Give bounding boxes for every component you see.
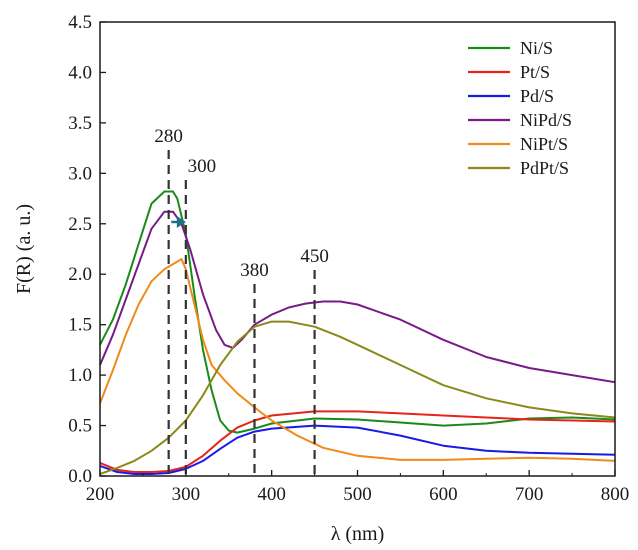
y-tick-label: 0.0: [68, 466, 92, 487]
x-tick-label: 600: [429, 484, 458, 505]
peak-marker-label: 280: [154, 126, 183, 147]
legend-entry-label: Pt/S: [520, 62, 550, 82]
x-tick-label: 800: [601, 484, 630, 505]
y-tick-label: 1.0: [68, 365, 92, 386]
peak-marker-label: 380: [240, 260, 269, 281]
peak-marker-label: 450: [300, 246, 329, 267]
shift-arrow-head: [176, 215, 186, 228]
x-tick-label: 500: [343, 484, 372, 505]
y-tick-label: 2.5: [68, 214, 92, 235]
y-axis-label: F(R) (a. u.): [13, 204, 35, 294]
x-axis-label: λ (nm): [331, 523, 385, 545]
peak-marker-label: 300: [188, 156, 217, 177]
legend-entry-label: NiPt/S: [520, 134, 568, 154]
axis-ticks: 200 300 400 500 600 700 800 0.0 0.5 1.0 1.5 2.0 2.5 3…: [68, 12, 629, 505]
y-tick-label: 4.0: [68, 62, 92, 83]
y-tick-label: 4.5: [68, 12, 92, 33]
x-tick-label: 200: [86, 484, 115, 505]
y-tick-label: 3.0: [68, 163, 92, 184]
x-tick-label: 300: [172, 484, 201, 505]
series-line-pdpt-s: [99, 320, 616, 475]
x-tick-label: 400: [257, 484, 286, 505]
y-tick-label: 1.5: [68, 315, 92, 336]
series-layer: [99, 190, 616, 475]
series-line-nipt-s: [99, 258, 616, 462]
y-tick-label: 0.5: [68, 416, 92, 437]
x-tick-label: 700: [515, 484, 544, 505]
series-line-ni-s: [99, 190, 616, 434]
y-tick-label: 2.0: [68, 264, 92, 285]
legend-entry-label: Ni/S: [520, 38, 553, 58]
legend-entry-label: NiPd/S: [520, 110, 572, 130]
legend-entry-label: Pd/S: [520, 86, 554, 106]
legend: Ni/S Pt/S Pd/S NiPd/S NiPt/S PdPt/S: [468, 38, 572, 178]
series-line-pd-s: [99, 424, 616, 475]
series-line-nipd-s: [99, 210, 616, 384]
y-tick-label: 3.5: [68, 113, 92, 134]
legend-entry-label: PdPt/S: [520, 158, 569, 178]
